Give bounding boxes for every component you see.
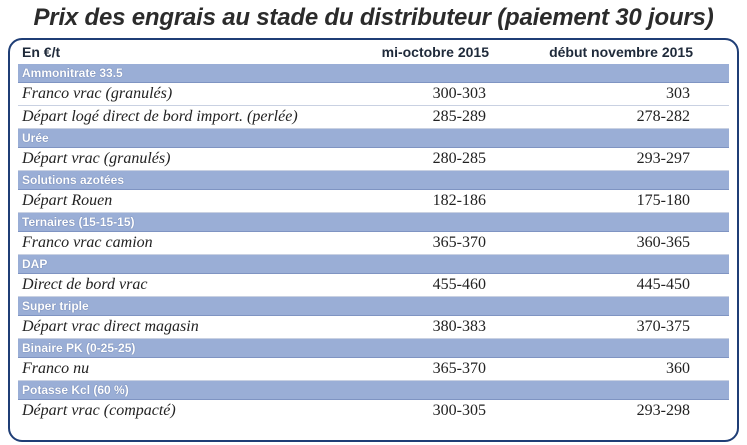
table-title: Prix des engrais au stade du distributeu…	[33, 4, 714, 31]
row-label: Départ vrac (compacté)	[22, 402, 176, 419]
row-label: Départ vrac direct magasin	[22, 318, 199, 335]
category-row: Ternaires (15-15-15)	[18, 213, 729, 232]
table-row: Départ Rouen 182-186 175-180	[18, 190, 729, 213]
category-row: Binaire PK (0-25-25)	[18, 339, 729, 358]
price-mid-october: 365-370	[432, 360, 486, 377]
price-early-november: 175-180	[636, 192, 690, 209]
row-label: Départ logé direct de bord import. (perl…	[22, 108, 298, 125]
table-row: Départ logé direct de bord import. (perl…	[18, 106, 729, 129]
price-early-november: 360-365	[636, 234, 690, 251]
category-row: Solutions azotées	[18, 171, 729, 190]
row-label: Direct de bord vrac	[22, 276, 148, 293]
table-row: Départ vrac direct magasin 380-383 370-375	[18, 316, 729, 339]
row-label: Départ vrac (granulés)	[22, 150, 171, 167]
category-row: Urée	[18, 129, 729, 148]
row-label: Départ Rouen	[22, 192, 113, 209]
price-mid-october: 380-383	[432, 318, 486, 335]
price-early-november: 293-298	[636, 402, 690, 419]
table-row: Départ vrac (granulés) 280-285 293-297	[18, 148, 729, 171]
table-row: Franco vrac (granulés) 300-303 303	[18, 83, 729, 106]
row-label: Franco vrac camion	[22, 234, 153, 251]
price-mid-october: 455-460	[432, 276, 486, 293]
table-body: Ammonitrate 33.5 Franco vrac (granulés) 30…	[10, 64, 737, 422]
price-table: En €/t mi-octobre 2015 début novembre 20…	[8, 38, 739, 442]
price-early-november: 445-450	[636, 276, 690, 293]
price-early-november: 278-282	[636, 108, 690, 125]
price-early-november: 370-375	[636, 318, 690, 335]
category-row: DAP	[18, 255, 729, 274]
category-row: Potasse Kcl (60 %)	[18, 381, 729, 400]
price-mid-october: 300-303	[432, 85, 486, 102]
category-row: Super triple	[18, 297, 729, 316]
price-mid-october: 182-186	[432, 192, 486, 209]
price-early-november: 303	[666, 85, 690, 102]
table-header: En €/t mi-octobre 2015 début novembre 20…	[10, 40, 737, 64]
column-header-early-november: début novembre 2015	[549, 44, 693, 60]
table-row: Départ vrac (compacté) 300-305 293-298	[18, 400, 729, 422]
table-row: Franco nu 365-370 360	[18, 358, 729, 381]
price-mid-october: 285-289	[432, 108, 486, 125]
price-mid-october: 365-370	[432, 234, 486, 251]
price-early-november: 360	[666, 360, 690, 377]
unit-header: En €/t	[22, 44, 61, 60]
table-row: Direct de bord vrac 455-460 445-450	[18, 274, 729, 297]
price-early-november: 293-297	[636, 150, 690, 167]
row-label: Franco vrac (granulés)	[22, 85, 173, 102]
price-mid-october: 300-305	[432, 402, 486, 419]
category-row: Ammonitrate 33.5	[18, 64, 729, 83]
row-label: Franco nu	[22, 360, 90, 377]
table-row: Franco vrac camion 365-370 360-365	[18, 232, 729, 255]
column-header-mid-october: mi-octobre 2015	[381, 44, 489, 60]
price-mid-october: 280-285	[432, 150, 486, 167]
